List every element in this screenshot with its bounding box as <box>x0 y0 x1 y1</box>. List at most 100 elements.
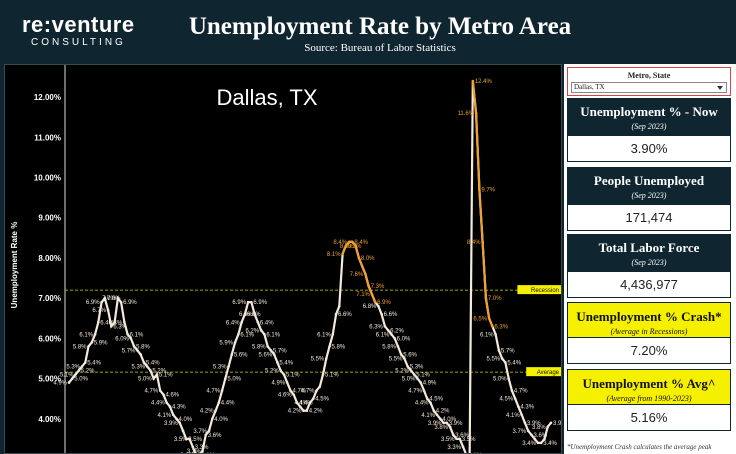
data-label: 5.8% <box>332 344 346 350</box>
data-label: 3.3% <box>195 445 209 451</box>
data-point <box>406 365 410 368</box>
data-label: 5.9% <box>219 340 233 346</box>
data-point <box>523 421 527 425</box>
data-label: 6.9% <box>377 300 391 306</box>
data-point <box>432 409 436 413</box>
data-point <box>129 337 133 340</box>
data-label: 5.4% <box>146 360 160 366</box>
data-point <box>422 389 426 392</box>
data-point <box>181 429 185 433</box>
data-point <box>445 421 449 425</box>
card-people-unemployed: People Unemployed (Sep 2023) 171,474 <box>567 167 731 231</box>
data-label: 6.3% <box>369 324 383 330</box>
data-label: 5.7% <box>273 348 287 354</box>
data-point <box>233 341 237 344</box>
data-point <box>230 353 234 356</box>
data-point <box>491 324 494 328</box>
data-point <box>145 365 149 368</box>
data-label: 7.3% <box>371 284 385 290</box>
data-label: 3.1% <box>201 453 215 454</box>
data-label: 8.4% <box>467 240 481 246</box>
data-label: 6.2% <box>245 328 259 334</box>
data-label: 4.3% <box>520 405 534 411</box>
data-label: 4.7% <box>514 389 528 395</box>
data-point <box>220 389 224 392</box>
logo[interactable]: re:venture CONSULTING <box>22 14 135 49</box>
data-point <box>461 445 465 449</box>
data-point <box>93 333 97 336</box>
data-label: 5.4% <box>279 360 293 366</box>
data-point <box>500 357 504 360</box>
data-point <box>243 312 247 316</box>
data-label: 5.0% <box>74 377 88 383</box>
y-tick-label: 6.00% <box>38 334 61 343</box>
data-label: 6.4% <box>226 320 240 326</box>
data-label: 5.5% <box>389 356 403 362</box>
data-point <box>136 349 139 352</box>
data-point <box>100 300 103 304</box>
data-label: 5.8% <box>73 344 87 350</box>
data-point <box>318 385 322 388</box>
data-point <box>119 300 123 304</box>
data-point <box>165 401 169 404</box>
data-point <box>484 296 488 300</box>
data-point <box>448 425 452 429</box>
data-point <box>80 365 84 368</box>
footnote: *Unemployment Crash calculates the avera… <box>567 443 712 451</box>
data-label: 3.6% <box>533 433 547 439</box>
data-label: 4.1% <box>421 413 435 419</box>
card-subtitle: (Average from 1990-2023) <box>606 394 692 403</box>
data-point <box>217 401 221 404</box>
data-label: 4.1% <box>158 413 172 419</box>
data-label: 5.8% <box>252 344 266 350</box>
data-label: 3.8% <box>532 425 546 431</box>
data-label: 6.1% <box>240 332 254 338</box>
data-point <box>224 377 227 380</box>
data-label: 6.6% <box>239 312 253 318</box>
data-point <box>87 345 90 348</box>
data-point <box>70 377 74 380</box>
data-point <box>324 357 328 360</box>
data-label: 5.9% <box>94 340 108 346</box>
data-label: 3.7% <box>193 429 207 435</box>
data-label: 3.4% <box>522 441 536 447</box>
data-point <box>390 333 393 336</box>
data-label: 5.1% <box>60 373 74 379</box>
data-label: 4.4% <box>415 401 429 407</box>
filter-label: Metro, State <box>627 71 671 80</box>
data-point <box>487 316 491 320</box>
data-point <box>210 417 214 421</box>
data-point <box>370 292 374 296</box>
data-label: 4.7% <box>408 389 422 395</box>
reference-label-bg <box>526 367 561 377</box>
card-subtitle: (Sep 2023) <box>631 122 667 131</box>
data-label: 6.3% <box>113 324 127 330</box>
data-label: 6.1% <box>266 332 280 338</box>
data-point <box>175 417 178 421</box>
data-point <box>494 333 497 336</box>
data-label: 5.6% <box>403 352 417 358</box>
data-label: 6.9% <box>123 300 137 306</box>
data-point <box>383 324 387 328</box>
data-point <box>442 421 445 425</box>
card-unemployment-now: Unemployment % - Now (Sep 2023) 3.90% <box>567 98 731 162</box>
card-subtitle: (Average in Recessions) <box>610 327 688 336</box>
data-point <box>123 320 126 324</box>
data-point <box>155 373 159 376</box>
metro-select[interactable]: Dallas, TX <box>571 82 727 93</box>
data-label: 3.6% <box>455 433 469 439</box>
y-tick-label: 11.00% <box>34 133 61 142</box>
data-point <box>393 337 396 340</box>
data-label: 5.1% <box>325 373 339 379</box>
card-total-labor-force: Total Labor Force (Sep 2023) 4,436,977 <box>567 234 731 298</box>
data-label: 3.5% <box>462 437 476 443</box>
chevron-down-icon <box>717 86 723 90</box>
data-point <box>360 264 364 268</box>
card-unemployment-crash: Unemployment % Crash* (Average in Recess… <box>567 302 731 364</box>
data-label: 4.2% <box>200 409 214 415</box>
data-point <box>152 377 155 380</box>
data-label: 6.1% <box>480 332 494 338</box>
data-point <box>305 409 309 413</box>
data-label: 8.3% <box>348 244 362 250</box>
data-label: 6.1% <box>130 332 144 338</box>
